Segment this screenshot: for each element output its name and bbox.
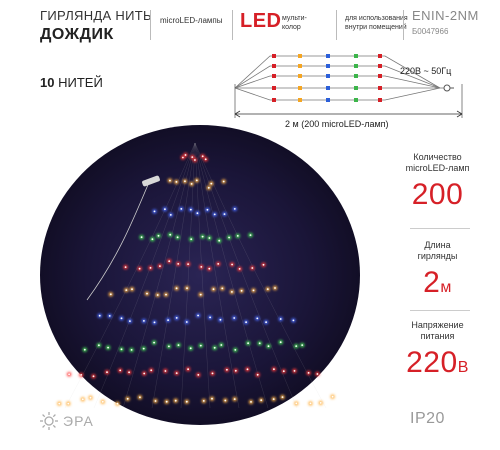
color-label: мульти- колор (282, 14, 307, 32)
diagram-led (298, 54, 302, 58)
diagram-led (298, 74, 302, 78)
stat-divider (410, 228, 470, 229)
model-number: ENIN-2NM (412, 8, 479, 23)
usage-label-line1: для использования (345, 15, 408, 22)
color-label-line2: колор (282, 24, 301, 31)
lamp-type-label: microLED-лампы (160, 16, 223, 25)
diagram-led (378, 64, 382, 68)
diagram-led (272, 86, 276, 90)
length-label: 2 м (200 microLED-ламп) (285, 119, 389, 129)
diagram-led (298, 86, 302, 90)
divider (232, 10, 233, 40)
diagram-led (298, 64, 302, 68)
diagram-led (354, 74, 358, 78)
diagram-led (378, 86, 382, 90)
divider (336, 10, 337, 40)
wiring-diagram (234, 54, 463, 118)
threads-number: 10 (40, 75, 55, 90)
sun-icon (40, 412, 58, 430)
diagram-led (354, 54, 358, 58)
stat-divider (410, 310, 470, 311)
diagram-led (378, 54, 382, 58)
stat-label-lamps: Количество microLED-ламп (405, 152, 470, 173)
stat-value-voltage: 220В (406, 346, 469, 379)
controller-box (142, 175, 160, 187)
diagram-led (326, 54, 330, 58)
diagram-led (326, 86, 330, 90)
divider (150, 10, 151, 40)
usage-label: для использования внутри помещений (345, 14, 408, 32)
product-title-line1: ГИРЛЯНДА НИТЬ (40, 8, 152, 23)
diagram-led (272, 64, 276, 68)
brand-logo: ЭРА (40, 412, 94, 430)
ip-rating: IP20 (410, 410, 445, 427)
usage-label-line2: внутри помещений (345, 24, 407, 31)
diagram-led (298, 98, 302, 102)
voltage-label: 220В ~ 50Гц (400, 66, 452, 76)
article-code: Б0047966 (412, 27, 449, 36)
diagram-led (378, 74, 382, 78)
product-photo (40, 125, 360, 425)
stat-label-length: Длина гирлянды (417, 240, 458, 261)
diagram-led (272, 74, 276, 78)
threads-label: НИТЕЙ (58, 75, 103, 90)
brand-name: ЭРА (63, 413, 94, 429)
product-title-line2: ДОЖДИК (40, 26, 114, 43)
plug-icon (443, 84, 451, 92)
led-label: LED (240, 10, 282, 32)
diagram-led (326, 98, 330, 102)
threads-count: 10 НИТЕЙ (40, 75, 103, 90)
diagram-led (272, 54, 276, 58)
divider (403, 10, 404, 40)
diagram-led (326, 74, 330, 78)
diagram-led (378, 98, 382, 102)
diagram-led (272, 98, 276, 102)
diagram-led (326, 64, 330, 68)
diagram-led (354, 98, 358, 102)
stat-value-length: 2м (423, 266, 452, 299)
diagram-led (354, 86, 358, 90)
stat-value-lamps: 200 (411, 178, 464, 211)
diagram-led (354, 64, 358, 68)
color-label-line1: мульти- (282, 15, 307, 22)
stat-label-voltage: Напряжение питания (411, 320, 464, 341)
